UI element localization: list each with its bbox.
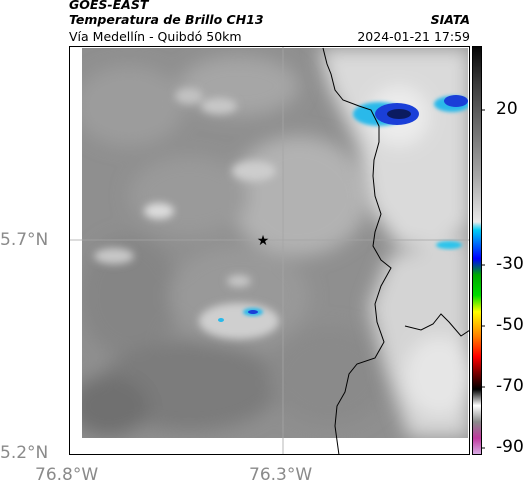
colorbar-tick-label: -30: [496, 254, 524, 274]
political-boundaries: [322, 47, 470, 455]
colorbar: [472, 46, 485, 455]
lon-tick-label: 76.3°W: [249, 465, 313, 485]
colorbar-tick-label: -70: [496, 376, 524, 396]
satellite-map: ★: [69, 46, 470, 455]
product-title: Temperatura de Brillo CH13: [69, 12, 264, 27]
colorbar-tick-label: -50: [496, 315, 524, 335]
satellite-title: GOES-EAST: [69, 0, 149, 12]
colorbar-tick-label: 20: [496, 99, 518, 119]
timestamp: 2024-01-21 17:59: [357, 29, 470, 44]
gridlines: [69, 46, 470, 455]
star-marker: ★: [257, 233, 270, 249]
lon-tick-label: 76.8°W: [35, 465, 99, 485]
lat-tick-label: 5.2°N: [0, 443, 49, 463]
colorbar-tick-label: -90: [496, 437, 524, 457]
cloud-imagery: [82, 48, 468, 438]
brand-label: SIATA: [430, 12, 470, 27]
map-frame: [69, 46, 470, 455]
route-subtitle: Vía Medellín - Quibdó 50km: [69, 29, 242, 44]
lat-tick-label: 5.7°N: [0, 230, 49, 250]
